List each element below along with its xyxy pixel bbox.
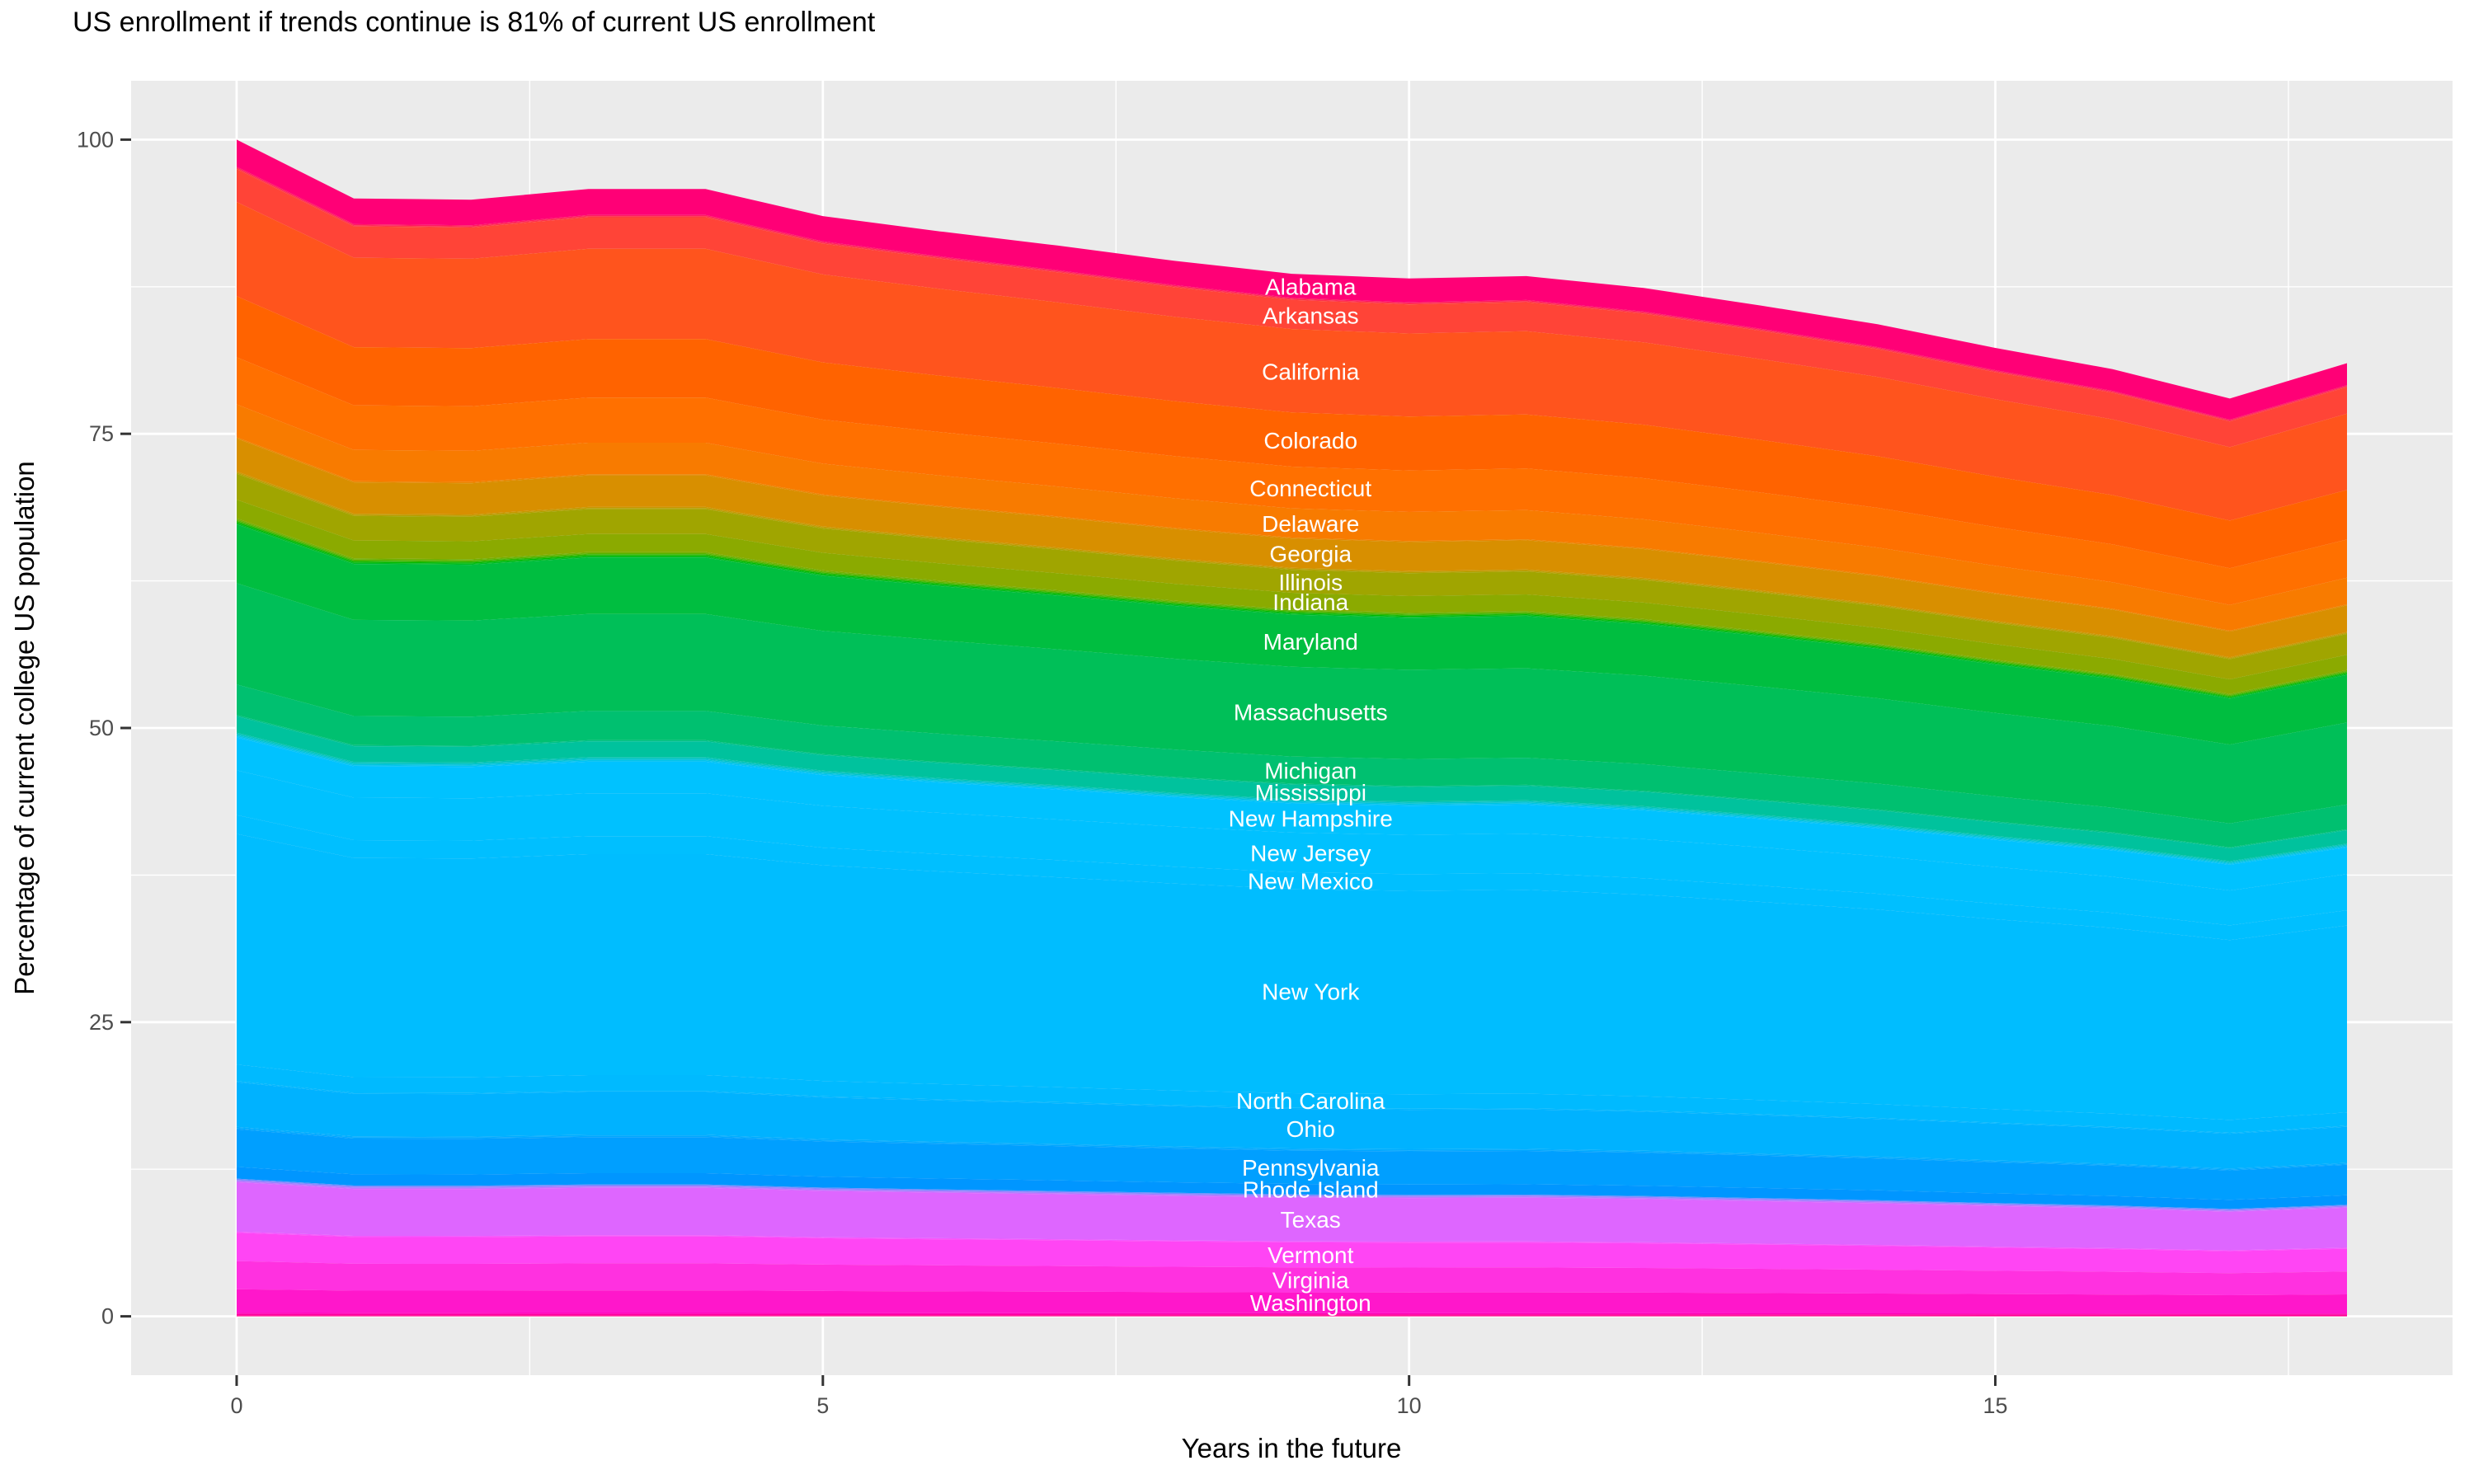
state-label-new-jersey: New Jersey: [1250, 840, 1371, 866]
state-label-texas: Texas: [1281, 1207, 1341, 1233]
state-label-mississippi: Mississippi: [1255, 780, 1366, 805]
area-south-dakota: [237, 1180, 2347, 1211]
state-label-pennsylvania: Pennsylvania: [1242, 1155, 1380, 1181]
state-label-alabama: Alabama: [1265, 275, 1357, 300]
area-nevada: [237, 736, 2347, 865]
state-label-north-carolina: North Carolina: [1236, 1088, 1385, 1114]
area-arkansas: [237, 169, 2347, 448]
state-label-washington: Washington: [1250, 1290, 1371, 1316]
state-label-arkansas: Arkansas: [1263, 303, 1359, 328]
area-north-carolina: [237, 1064, 2347, 1133]
area-connecticut: [237, 357, 2347, 605]
area-new-mexico: [237, 815, 2347, 941]
x-tick-label: 15: [1983, 1393, 2008, 1418]
state-label-georgia: Georgia: [1269, 542, 1352, 567]
area-new-jersey: [237, 770, 2347, 926]
area-utah: [237, 1231, 2347, 1252]
y-tick-label: 75: [89, 421, 114, 446]
area-north-dakota: [237, 1081, 2347, 1134]
state-label-maryland: Maryland: [1263, 629, 1358, 655]
state-label-delaware: Delaware: [1262, 511, 1359, 537]
area-texas: [237, 1181, 2347, 1251]
area-washington: [237, 1289, 2347, 1314]
y-tick-label: 0: [101, 1304, 114, 1329]
y-tick-label: 25: [89, 1010, 114, 1035]
state-label-massachusetts: Massachusetts: [1234, 700, 1388, 726]
state-label-ohio: Ohio: [1286, 1116, 1335, 1142]
state-label-indiana: Indiana: [1272, 589, 1348, 615]
y-tick-label: 100: [77, 127, 114, 152]
state-label-california: California: [1262, 359, 1360, 385]
area-alabama: [237, 139, 2347, 420]
state-label-rhode-island: Rhode Island: [1243, 1176, 1379, 1202]
area-new-york: [237, 834, 2347, 1120]
area-delaware: [237, 404, 2347, 631]
x-tick-label: 0: [230, 1393, 242, 1418]
area-maryland: [237, 524, 2347, 745]
area-south-carolina: [237, 1178, 2347, 1210]
chart-title: US enrollment if trends continue is 81% …: [73, 7, 876, 38]
x-tick-label: 5: [816, 1393, 829, 1418]
y-axis-title: Percentage of current college US populat…: [9, 461, 40, 995]
area-pennsylvania: [237, 1129, 2347, 1200]
area-oklahoma: [237, 1126, 2347, 1170]
area-virginia: [237, 1261, 2347, 1295]
area-georgia: [237, 438, 2347, 658]
state-label-michigan: Michigan: [1264, 758, 1357, 783]
area-ohio: [237, 1082, 2347, 1169]
area-california: [237, 202, 2347, 521]
area-wyoming: [237, 1315, 2347, 1317]
x-axis-title: Years in the future: [1181, 1433, 1402, 1463]
state-label-new-york: New York: [1262, 979, 1360, 1004]
state-label-virginia: Virginia: [1272, 1267, 1349, 1293]
area-indiana: [237, 500, 2347, 694]
area-tennessee: [237, 1181, 2347, 1212]
area-mississippi: [237, 716, 2347, 862]
area-new-hampshire: [237, 737, 2347, 891]
area-vermont: [237, 1233, 2347, 1274]
state-label-colorado: Colorado: [1263, 428, 1357, 453]
area-wisconsin: [237, 1313, 2347, 1316]
y-tick-label: 50: [89, 716, 114, 740]
area-oregon: [237, 1128, 2347, 1171]
area-rhode-island: [237, 1167, 2347, 1209]
state-label-vermont: Vermont: [1268, 1242, 1353, 1268]
area-montana: [237, 734, 2347, 863]
area-colorado: [237, 296, 2347, 569]
x-tick-label: 10: [1397, 1393, 1422, 1418]
state-label-connecticut: Connecticut: [1249, 476, 1371, 501]
area-missouri: [237, 732, 2347, 862]
area-massachusetts: [237, 583, 2347, 824]
state-label-new-mexico: New Mexico: [1248, 868, 1373, 894]
area-west-virginia: [237, 1313, 2347, 1315]
area-michigan: [237, 684, 2347, 848]
area-illinois: [237, 473, 2347, 679]
state-label-illinois: Illinois: [1278, 570, 1343, 595]
state-label-new-hampshire: New Hampshire: [1229, 806, 1393, 832]
